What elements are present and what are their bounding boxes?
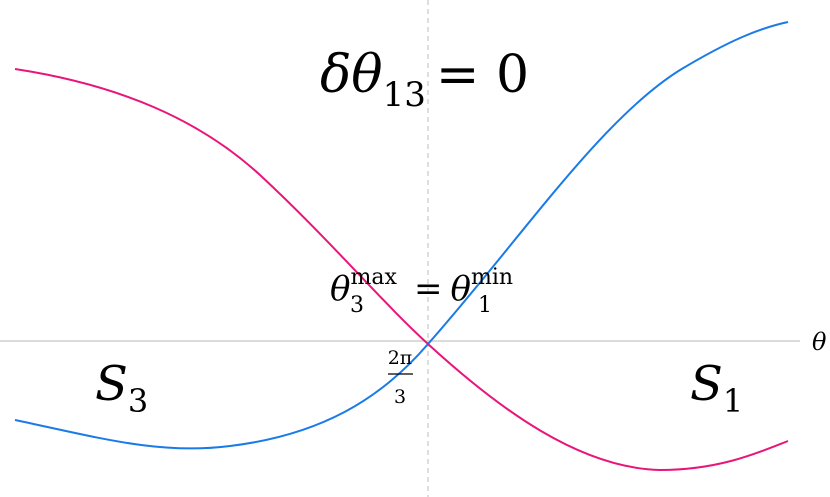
left-sub: 3: [350, 293, 364, 318]
region-subscript: 3: [128, 382, 148, 420]
right-sup: min: [471, 265, 513, 290]
tick-numerator: 2π: [388, 347, 413, 369]
right-sub: 1: [478, 293, 492, 318]
region-subscript: 1: [723, 382, 743, 420]
title-symbol: δθ: [320, 45, 383, 105]
crossing-equals: =: [414, 269, 443, 309]
right-symbol: θ: [451, 269, 471, 309]
title: δθ13 = 0: [320, 45, 529, 115]
title-equals: = 0: [436, 45, 529, 105]
tick-denominator: 3: [394, 386, 406, 408]
left-symbol: θ: [330, 269, 350, 309]
title-subscript: 13: [383, 75, 426, 115]
crossing-label: θmax 3 = θmin 1: [330, 265, 513, 318]
left-sup: max: [350, 265, 397, 290]
region-label: S3: [95, 356, 148, 420]
region-symbol: S: [95, 356, 128, 412]
pink-curve: [14, 68, 789, 472]
axis-label: θ: [812, 328, 827, 356]
region-symbol: S: [690, 356, 723, 412]
region-label: S1: [690, 356, 743, 420]
